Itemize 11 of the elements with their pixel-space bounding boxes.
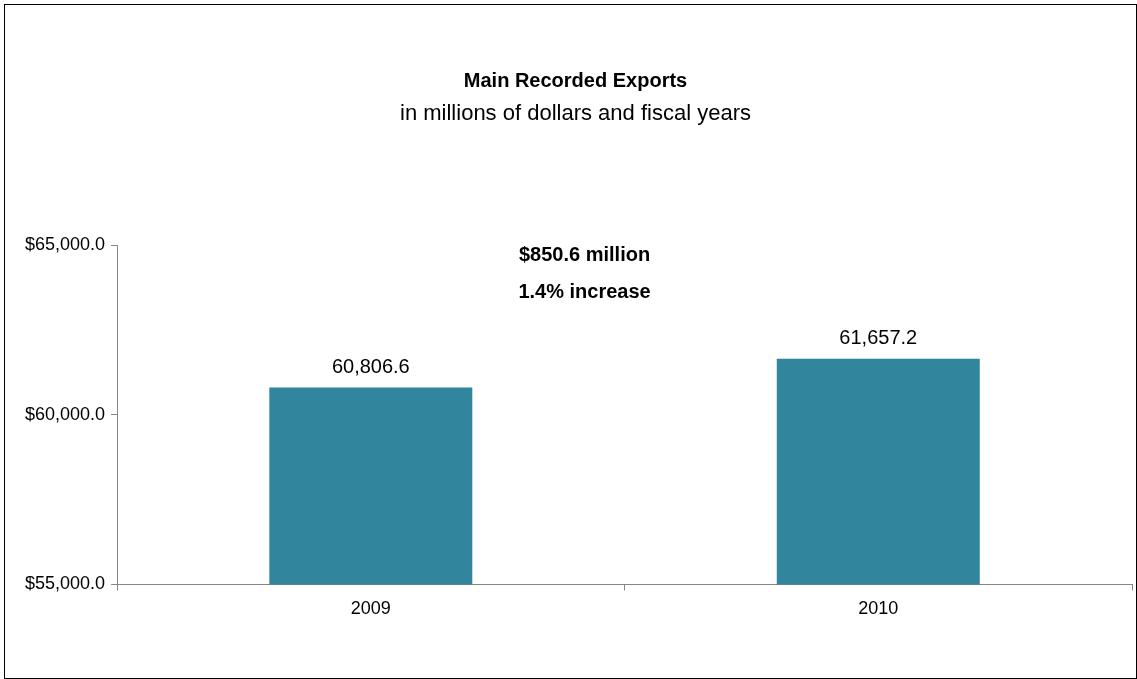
annotation: 1.4% increase — [518, 279, 651, 302]
data-label: 60,806.6 — [331, 355, 410, 378]
x-tick-label: 2010 — [858, 598, 899, 619]
chart-subtitle: in millions of dollars and fiscal years — [400, 100, 751, 126]
y-tick-label: $65,000.0 — [25, 234, 106, 255]
chart-title: Main Recorded Exports — [463, 68, 688, 91]
annotation: $850.6 million — [518, 242, 651, 265]
y-tick-label: $55,000.0 — [25, 573, 106, 594]
x-tick-label: 2009 — [350, 598, 391, 619]
y-tick-label: $60,000.0 — [25, 403, 106, 424]
data-label: 61,657.2 — [839, 326, 918, 349]
